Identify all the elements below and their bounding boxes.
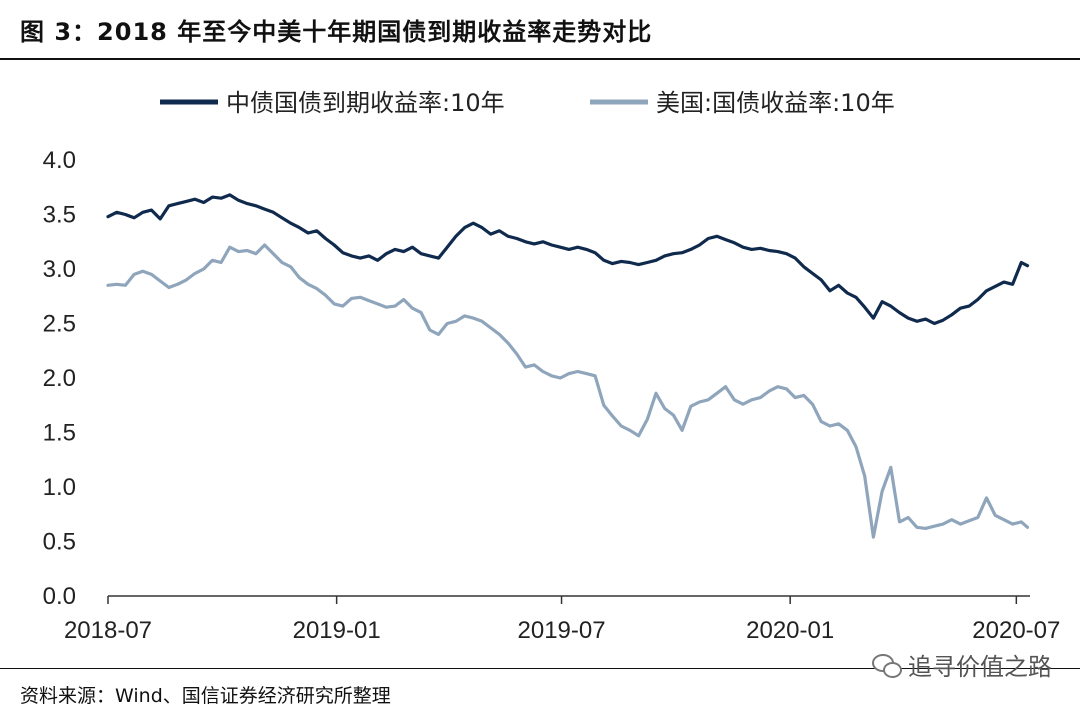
x-tick-label: 2019-01 <box>293 617 381 644</box>
x-axis: 2018-07 2019-01 2019-07 2020-01 2020-07 <box>64 595 1060 644</box>
y-tick-label: 3.5 <box>43 202 76 229</box>
y-tick-label: 0.5 <box>43 529 76 556</box>
figure-header: 图 3：2018 年至今中美十年期国债到期收益率走势对比 <box>0 0 1080 60</box>
figure-footer: 资料来源：Wind、国信证券经济研究所整理 追寻价值之路 <box>0 653 1080 716</box>
source-note: 资料来源：Wind、国信证券经济研究所整理 <box>20 685 391 707</box>
line-chart: 中债国债到期收益率:10年 美国:国债收益率:10年 0.0 0.5 1.0 1.5 2.… <box>43 89 1061 644</box>
y-tick-label: 3.0 <box>43 256 76 283</box>
y-tick-label: 0.0 <box>43 583 76 610</box>
x-tick-label: 2018-07 <box>64 617 152 644</box>
series-line-china-10y <box>106 193 1030 326</box>
chart-legend: 中债国债到期收益率:10年 美国:国债收益率:10年 <box>160 89 895 117</box>
y-tick-label: 2.0 <box>43 365 76 392</box>
watermark: 追寻价值之路 <box>872 647 1052 682</box>
y-tick-label: 1.0 <box>43 474 76 501</box>
legend-label: 中债国债到期收益率:10年 <box>226 89 505 117</box>
x-tick-label: 2020-01 <box>746 617 834 644</box>
chart-title: 图 3：2018 年至今中美十年期国债到期收益率走势对比 <box>20 18 653 46</box>
series-line-us-10y <box>106 243 1030 539</box>
wechat-icon <box>872 653 902 678</box>
y-tick-label: 2.5 <box>43 311 76 338</box>
legend-label: 美国:国债收益率:10年 <box>656 89 895 117</box>
x-tick-label: 2020-07 <box>972 617 1060 644</box>
y-tick-label: 4.0 <box>43 147 76 174</box>
x-tick-label: 2019-07 <box>518 617 606 644</box>
y-tick-label: 1.5 <box>43 420 76 447</box>
y-axis: 0.0 0.5 1.0 1.5 2.0 2.5 3.0 3.5 4.0 <box>43 147 76 610</box>
series-layer <box>106 193 1030 539</box>
watermark-label: 追寻价值之路 <box>908 653 1052 681</box>
